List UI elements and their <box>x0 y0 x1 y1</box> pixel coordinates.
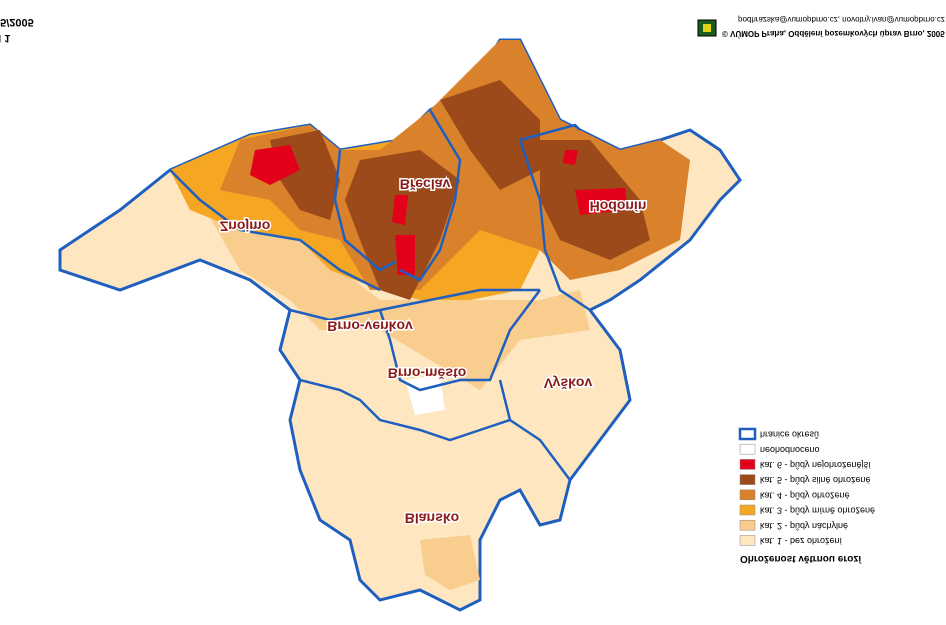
legend-label: neohodnoceno <box>760 445 820 455</box>
legend-swatch <box>738 427 757 441</box>
map <box>58 38 742 612</box>
legend-label: kat. 2 - půdy náchylné <box>760 521 848 531</box>
district-label: Brno-venkov <box>327 318 413 334</box>
legend-swatch <box>739 504 756 516</box>
zone-kat6 <box>392 195 408 225</box>
legend-label: kat. 5 - půdy silně ohrožené <box>760 475 871 485</box>
credit: © VÚMOP Praha, Oddělení pozemkových úpra… <box>722 29 945 38</box>
zone-kat2 <box>200 200 590 390</box>
legend-swatch <box>739 443 756 455</box>
zone-kat2 <box>420 535 480 590</box>
legend-swatch <box>739 459 756 470</box>
zone-kat6 <box>575 188 628 215</box>
logo-mark <box>703 24 711 32</box>
legend-label: kat. 3 - půdy mírně ohrožené <box>760 506 875 516</box>
legend-label: kat. 4 - půdy ohrožené <box>760 490 850 500</box>
zone-kat6 <box>563 150 578 165</box>
zone-kat6 <box>250 145 300 185</box>
zone-kat6 <box>395 235 415 275</box>
district-label: Hodonín <box>590 198 647 214</box>
legend-title: Ohroženost větrnou erozí <box>740 553 862 564</box>
district-label: Znojmo <box>220 218 271 234</box>
contacts: podhrazska@vumopbrno.cz, novotny.ivan@vu… <box>738 15 945 24</box>
legend-label: hranice okresů <box>760 430 819 440</box>
legend-swatch <box>739 474 756 485</box>
date: 05/2005 <box>0 16 34 28</box>
legend: hranice okresů neohodnoceno kat. 6 - půdy … <box>738 427 875 564</box>
legend-swatch <box>739 535 756 546</box>
legend-label: kat. 6 - půdy nejohroženější <box>760 460 871 470</box>
zone-kat5 <box>440 80 540 190</box>
district-label: Vyškov <box>544 375 593 391</box>
district-label: Břeclav <box>400 176 451 192</box>
district-label: Brno-město <box>388 365 467 381</box>
legend-swatch <box>739 519 756 531</box>
district-borders <box>169 109 591 481</box>
zone-kat5 <box>345 150 460 300</box>
map-number: M 1 <box>0 32 10 44</box>
legend-swatch <box>739 489 756 501</box>
district-label: Blansko <box>405 510 459 526</box>
legend-label: kat. 1 - bez ohrožení <box>760 536 843 546</box>
